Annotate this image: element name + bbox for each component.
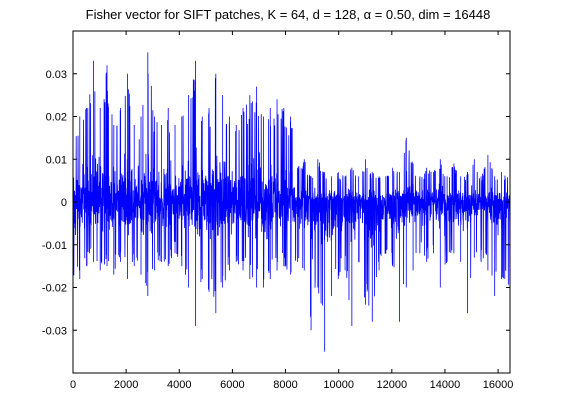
x-tick-label: 0 xyxy=(70,379,76,391)
x-tick-label: 10000 xyxy=(323,379,354,391)
y-tick-label: -0.02 xyxy=(42,283,67,295)
y-tick-label: -0.03 xyxy=(42,325,67,337)
y-tick-label: 0.03 xyxy=(46,69,67,81)
y-tick-label: 0.01 xyxy=(46,154,67,166)
x-tick-label: 2000 xyxy=(114,379,138,391)
x-tick-label: 8000 xyxy=(273,379,297,391)
y-tick-label: -0.01 xyxy=(42,240,67,252)
y-tick-label: 0.02 xyxy=(46,112,67,124)
x-tick-label: 16000 xyxy=(483,379,514,391)
x-tick-label: 4000 xyxy=(167,379,191,391)
x-tick-label: 6000 xyxy=(220,379,244,391)
y-tick-label: 0 xyxy=(61,197,67,209)
plot-area xyxy=(73,31,510,373)
chart-title: Fisher vector for SIFT patches, K = 64, … xyxy=(86,7,491,22)
x-tick-label: 12000 xyxy=(377,379,408,391)
x-tick-label: 14000 xyxy=(430,379,461,391)
